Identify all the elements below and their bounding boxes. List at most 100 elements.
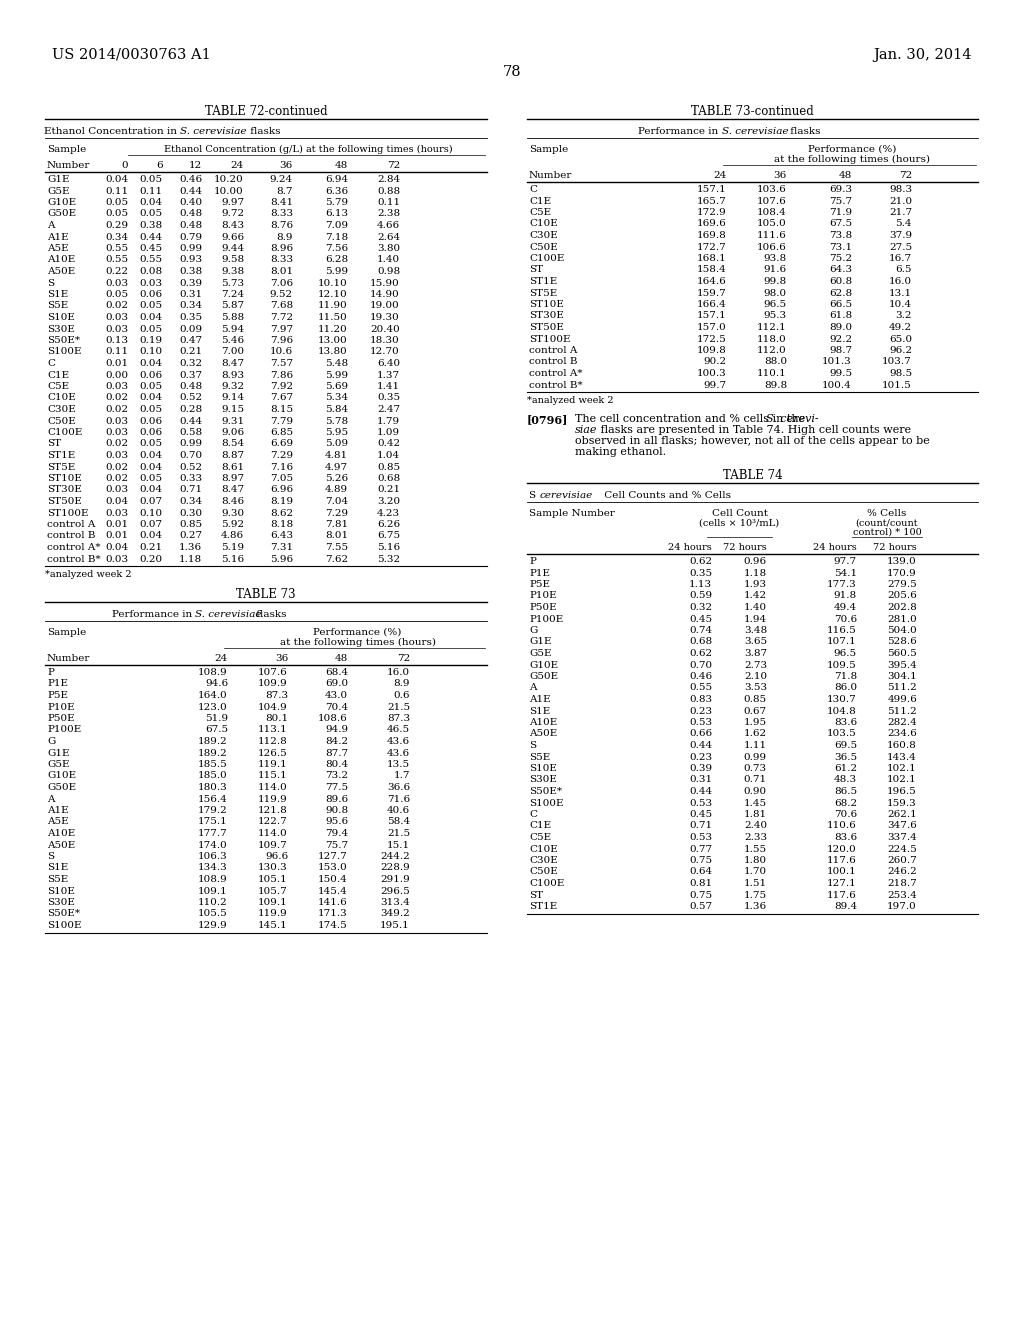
Text: 7.09: 7.09 bbox=[325, 220, 348, 230]
Text: 73.1: 73.1 bbox=[828, 243, 852, 252]
Text: 12.10: 12.10 bbox=[318, 290, 348, 300]
Text: 2.38: 2.38 bbox=[377, 210, 400, 219]
Text: 0.70: 0.70 bbox=[689, 660, 712, 669]
Text: 9.24: 9.24 bbox=[270, 176, 293, 183]
Text: 0.19: 0.19 bbox=[140, 337, 163, 345]
Text: 4.86: 4.86 bbox=[221, 532, 244, 540]
Text: 11.50: 11.50 bbox=[318, 313, 348, 322]
Text: 170.9: 170.9 bbox=[887, 569, 918, 578]
Text: 8.9: 8.9 bbox=[393, 680, 410, 689]
Text: 260.7: 260.7 bbox=[887, 855, 918, 865]
Text: 195.1: 195.1 bbox=[380, 921, 410, 931]
Text: 4.89: 4.89 bbox=[325, 486, 348, 495]
Text: 0.90: 0.90 bbox=[743, 787, 767, 796]
Text: 282.4: 282.4 bbox=[887, 718, 918, 727]
Text: 88.0: 88.0 bbox=[764, 358, 787, 367]
Text: 175.1: 175.1 bbox=[199, 817, 228, 826]
Text: A1E: A1E bbox=[529, 696, 551, 704]
Text: 5.16: 5.16 bbox=[221, 554, 244, 564]
Text: 3.53: 3.53 bbox=[743, 684, 767, 693]
Text: US 2014/0030763 A1: US 2014/0030763 A1 bbox=[52, 48, 211, 62]
Text: 96.5: 96.5 bbox=[764, 300, 787, 309]
Text: 8.33: 8.33 bbox=[270, 256, 293, 264]
Text: 0.75: 0.75 bbox=[689, 855, 712, 865]
Text: 0.04: 0.04 bbox=[140, 198, 163, 207]
Text: 0.99: 0.99 bbox=[179, 440, 202, 449]
Text: control A: control A bbox=[529, 346, 578, 355]
Text: 5.78: 5.78 bbox=[325, 417, 348, 425]
Text: 253.4: 253.4 bbox=[887, 891, 918, 899]
Text: 43.0: 43.0 bbox=[325, 690, 348, 700]
Text: 0.55: 0.55 bbox=[104, 256, 128, 264]
Text: 9.31: 9.31 bbox=[221, 417, 244, 425]
Text: 87.7: 87.7 bbox=[325, 748, 348, 758]
Text: flasks: flasks bbox=[247, 127, 281, 136]
Text: 0.53: 0.53 bbox=[689, 718, 712, 727]
Text: 105.5: 105.5 bbox=[199, 909, 228, 919]
Text: 5.95: 5.95 bbox=[325, 428, 348, 437]
Text: A1E: A1E bbox=[47, 232, 69, 242]
Text: 0.88: 0.88 bbox=[377, 186, 400, 195]
Text: ST30E: ST30E bbox=[47, 486, 82, 495]
Text: *analyzed week 2: *analyzed week 2 bbox=[527, 396, 613, 405]
Text: 0.46: 0.46 bbox=[689, 672, 712, 681]
Text: 0.08: 0.08 bbox=[140, 267, 163, 276]
Text: C50E: C50E bbox=[529, 867, 558, 876]
Text: 0.34: 0.34 bbox=[179, 498, 202, 506]
Text: 94.6: 94.6 bbox=[205, 680, 228, 689]
Text: 5.34: 5.34 bbox=[325, 393, 348, 403]
Text: 6.40: 6.40 bbox=[377, 359, 400, 368]
Text: 111.6: 111.6 bbox=[758, 231, 787, 240]
Text: 0.32: 0.32 bbox=[689, 603, 712, 612]
Text: 8.62: 8.62 bbox=[270, 508, 293, 517]
Text: 21.5: 21.5 bbox=[387, 702, 410, 711]
Text: ST50E: ST50E bbox=[47, 498, 82, 506]
Text: C30E: C30E bbox=[529, 855, 558, 865]
Text: 0.06: 0.06 bbox=[140, 371, 163, 380]
Text: 9.44: 9.44 bbox=[221, 244, 244, 253]
Text: 0.45: 0.45 bbox=[689, 810, 712, 818]
Text: 349.2: 349.2 bbox=[380, 909, 410, 919]
Text: 0.64: 0.64 bbox=[689, 867, 712, 876]
Text: 1.79: 1.79 bbox=[377, 417, 400, 425]
Text: 0.28: 0.28 bbox=[179, 405, 202, 414]
Text: G: G bbox=[47, 737, 55, 746]
Text: 120.0: 120.0 bbox=[827, 845, 857, 854]
Text: 0.05: 0.05 bbox=[104, 198, 128, 207]
Text: 61.8: 61.8 bbox=[828, 312, 852, 321]
Text: 75.7: 75.7 bbox=[828, 197, 852, 206]
Text: C5E: C5E bbox=[529, 209, 551, 216]
Text: 2.64: 2.64 bbox=[377, 232, 400, 242]
Text: 8.33: 8.33 bbox=[270, 210, 293, 219]
Text: ST1E: ST1E bbox=[529, 902, 557, 911]
Text: C100E: C100E bbox=[47, 428, 82, 437]
Text: 0.04: 0.04 bbox=[140, 313, 163, 322]
Text: 112.1: 112.1 bbox=[758, 323, 787, 333]
Text: 0.44: 0.44 bbox=[179, 417, 202, 425]
Text: 101.5: 101.5 bbox=[883, 380, 912, 389]
Text: 69.5: 69.5 bbox=[834, 741, 857, 750]
Text: C: C bbox=[529, 810, 537, 818]
Text: 0.44: 0.44 bbox=[140, 232, 163, 242]
Text: 46.5: 46.5 bbox=[387, 726, 410, 734]
Text: 13.80: 13.80 bbox=[318, 347, 348, 356]
Text: C10E: C10E bbox=[47, 393, 76, 403]
Text: 0.52: 0.52 bbox=[179, 462, 202, 471]
Text: 24: 24 bbox=[215, 653, 228, 663]
Text: 58.4: 58.4 bbox=[387, 817, 410, 826]
Text: 0.21: 0.21 bbox=[377, 486, 400, 495]
Text: 117.6: 117.6 bbox=[827, 855, 857, 865]
Text: A: A bbox=[529, 684, 537, 693]
Text: 6.94: 6.94 bbox=[325, 176, 348, 183]
Text: 101.3: 101.3 bbox=[822, 358, 852, 367]
Text: S30E: S30E bbox=[47, 898, 75, 907]
Text: C5E: C5E bbox=[47, 381, 70, 391]
Text: 157.1: 157.1 bbox=[697, 312, 727, 321]
Text: 0.02: 0.02 bbox=[104, 301, 128, 310]
Text: S100E: S100E bbox=[47, 921, 82, 931]
Text: Jan. 30, 2014: Jan. 30, 2014 bbox=[873, 48, 972, 62]
Text: TABLE 72-continued: TABLE 72-continued bbox=[205, 106, 328, 117]
Text: 126.5: 126.5 bbox=[258, 748, 288, 758]
Text: 116.5: 116.5 bbox=[827, 626, 857, 635]
Text: ST10E: ST10E bbox=[47, 474, 82, 483]
